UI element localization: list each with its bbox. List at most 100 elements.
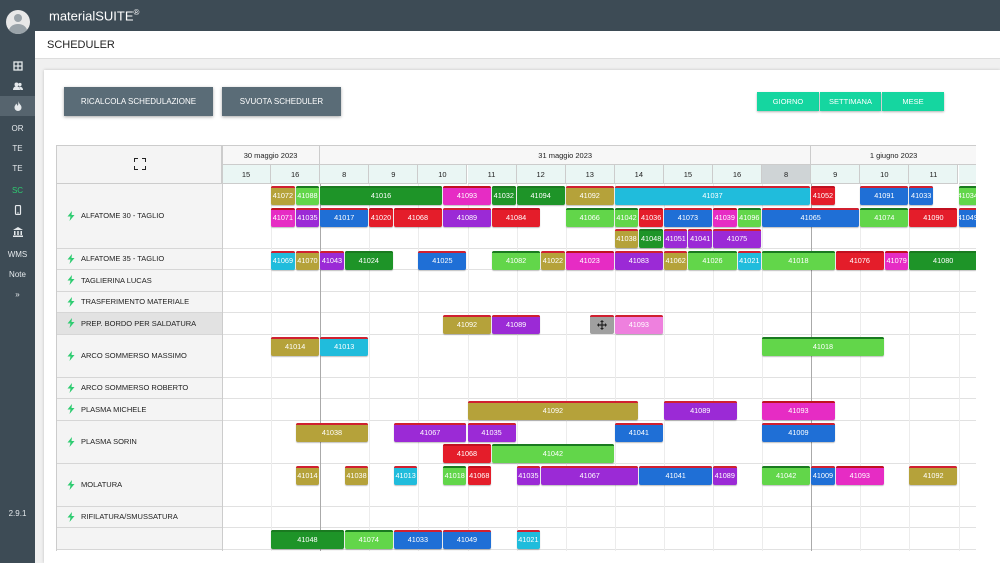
sidebar-item-dashboard[interactable] [0, 56, 35, 76]
sidebar-item-bank[interactable] [0, 222, 35, 242]
job-bar[interactable]: 41070 [295, 250, 320, 270]
job-bar[interactable]: 41066 [565, 207, 614, 227]
sidebar-item-te-2[interactable]: TE [0, 158, 35, 178]
hour-header[interactable]: 8 [762, 165, 812, 184]
job-bar[interactable]: 41089 [663, 401, 737, 420]
job-bar[interactable]: 41018 [762, 250, 835, 270]
resource-row[interactable]: PLASMA SORIN [57, 420, 222, 464]
expand-icon[interactable]: » [0, 284, 35, 304]
job-bar[interactable]: 41062 [663, 250, 688, 270]
job-bar[interactable]: 41049 [442, 530, 492, 549]
job-bar[interactable]: 41068 [467, 465, 492, 485]
move-icon[interactable] [597, 319, 608, 330]
job-bar[interactable]: 41076 [835, 250, 884, 270]
job-bar[interactable]: 41035 [467, 422, 516, 442]
resource-row[interactable]: PREP. BORDO PER SALDATURA [57, 313, 222, 335]
job-bar[interactable]: 41025 [418, 250, 467, 270]
job-bar[interactable]: 41093 [614, 315, 663, 334]
job-bar[interactable]: 41037 [614, 186, 811, 205]
job-bar[interactable]: 41009 [762, 422, 835, 442]
job-bar[interactable]: 41089 [492, 315, 541, 334]
job-bar[interactable]: 41038 [295, 422, 369, 442]
hour-header[interactable]: 12 [516, 165, 566, 184]
view-day-button[interactable]: GIORNO [757, 92, 819, 111]
job-bar[interactable]: 41088 [295, 186, 320, 205]
job-bar[interactable]: 41009 [811, 465, 835, 485]
recalculate-schedule-button[interactable]: RICALCOLA SCHEDULAZIONE [64, 87, 213, 116]
job-bar[interactable]: 41069 [271, 250, 295, 270]
job-bar[interactable]: 41032 [492, 186, 516, 205]
job-bar[interactable]: 41092 [565, 186, 614, 205]
job-bar[interactable]: 41042 [492, 444, 614, 463]
resource-row[interactable]: ALFATOME 35 - TAGLIO [57, 248, 222, 270]
hour-header[interactable]: 15 [222, 165, 272, 184]
sidebar-item-or[interactable]: OR [0, 118, 35, 138]
job-bar[interactable]: 41089 [442, 207, 492, 227]
sidebar-item-mobile[interactable] [0, 200, 35, 220]
avatar[interactable] [6, 10, 30, 34]
view-week-button[interactable]: SETTIMANA [820, 92, 881, 111]
job-bar[interactable]: 41068 [442, 444, 492, 463]
job-bar[interactable]: 41035 [295, 207, 320, 227]
job-bar[interactable]: 41052 [811, 186, 835, 205]
resource-row[interactable]: TRASFERIMENTO MATERIALE [57, 291, 222, 313]
job-bar[interactable]: 41093 [442, 186, 492, 205]
job-bar[interactable]: 41092 [909, 465, 958, 485]
empty-scheduler-button[interactable]: SVUOTA SCHEDULER [222, 87, 341, 116]
job-bar[interactable]: 41018 [442, 465, 467, 485]
job-bar[interactable]: 41089 [713, 465, 737, 485]
hour-header[interactable]: 15 [663, 165, 713, 184]
sidebar-item-note[interactable]: Note [0, 264, 35, 284]
job-bar[interactable]: 41065 [762, 207, 860, 227]
job-bar[interactable]: 41048 [271, 530, 344, 549]
job-bar[interactable]: 41017 [320, 207, 369, 227]
hour-header[interactable]: 9 [369, 165, 419, 184]
job-bar[interactable]: 41026 [688, 250, 737, 270]
job-bar[interactable]: 41083 [614, 250, 663, 270]
resource-row[interactable]: ARCO SOMMERSO ROBERTO [57, 377, 222, 399]
job-bar[interactable]: 41080 [909, 250, 976, 270]
job-bar[interactable]: 41082 [492, 250, 541, 270]
hour-header[interactable]: 16 [271, 165, 321, 184]
sidebar-item-fire[interactable] [0, 96, 35, 116]
job-bar[interactable]: 41014 [271, 336, 320, 356]
hour-header[interactable]: 8 [320, 165, 370, 184]
job-bar[interactable]: 41013 [320, 336, 369, 356]
job-bar[interactable]: 41018 [762, 336, 884, 356]
resource-row[interactable]: MOLATURA [57, 463, 222, 507]
job-bar[interactable]: 41093 [835, 465, 884, 485]
job-bar[interactable]: 41067 [393, 422, 467, 442]
hour-header[interactable]: 10 [418, 165, 468, 184]
job-bar[interactable]: 41041 [688, 229, 712, 248]
job-bar[interactable]: 41039 [713, 207, 737, 227]
hour-header[interactable]: 13 [565, 165, 615, 184]
job-bar[interactable]: 41071 [271, 207, 295, 227]
job-bar[interactable]: 41074 [344, 530, 393, 549]
job-bar[interactable]: 41093 [762, 401, 835, 420]
hour-header[interactable]: 16 [713, 165, 763, 184]
job-bar[interactable]: 41038 [344, 465, 369, 485]
hour-header[interactable]: 11 [467, 165, 517, 184]
sidebar-item-te-1[interactable]: TE [0, 138, 35, 158]
sidebar-item-sc[interactable]: SC [0, 180, 35, 200]
job-bar[interactable]: 41020 [369, 207, 393, 227]
job-bar[interactable]: 41024 [344, 250, 393, 270]
job-bar[interactable]: 41043 [320, 250, 344, 270]
job-bar[interactable]: 41051 [663, 229, 688, 248]
job-bar[interactable]: 41035 [516, 465, 541, 485]
job-bar[interactable]: 41016 [320, 186, 442, 205]
resource-row[interactable]: PLASMA MICHELE [57, 399, 222, 421]
resource-row[interactable]: RIFILATURA/SMUSSATURA [57, 506, 222, 528]
job-bar[interactable]: 41094 [516, 186, 565, 205]
resource-row[interactable]: ARCO SOMMERSO MASSIMO [57, 334, 222, 378]
job-bar[interactable]: 41041 [614, 422, 663, 442]
job-bar[interactable]: 41091 [860, 186, 909, 205]
job-bar[interactable]: 41042 [762, 465, 811, 485]
view-month-button[interactable]: MESE [882, 92, 944, 111]
job-bar[interactable]: 41038 [614, 229, 639, 248]
app-title[interactable]: materialSUITE® [49, 8, 140, 24]
hour-header[interactable]: 9 [811, 165, 861, 184]
job-bar[interactable]: 41023 [565, 250, 614, 270]
job-bar[interactable]: 41013 [393, 465, 418, 485]
resource-row[interactable]: TAGLIERINA LUCAS [57, 270, 222, 292]
